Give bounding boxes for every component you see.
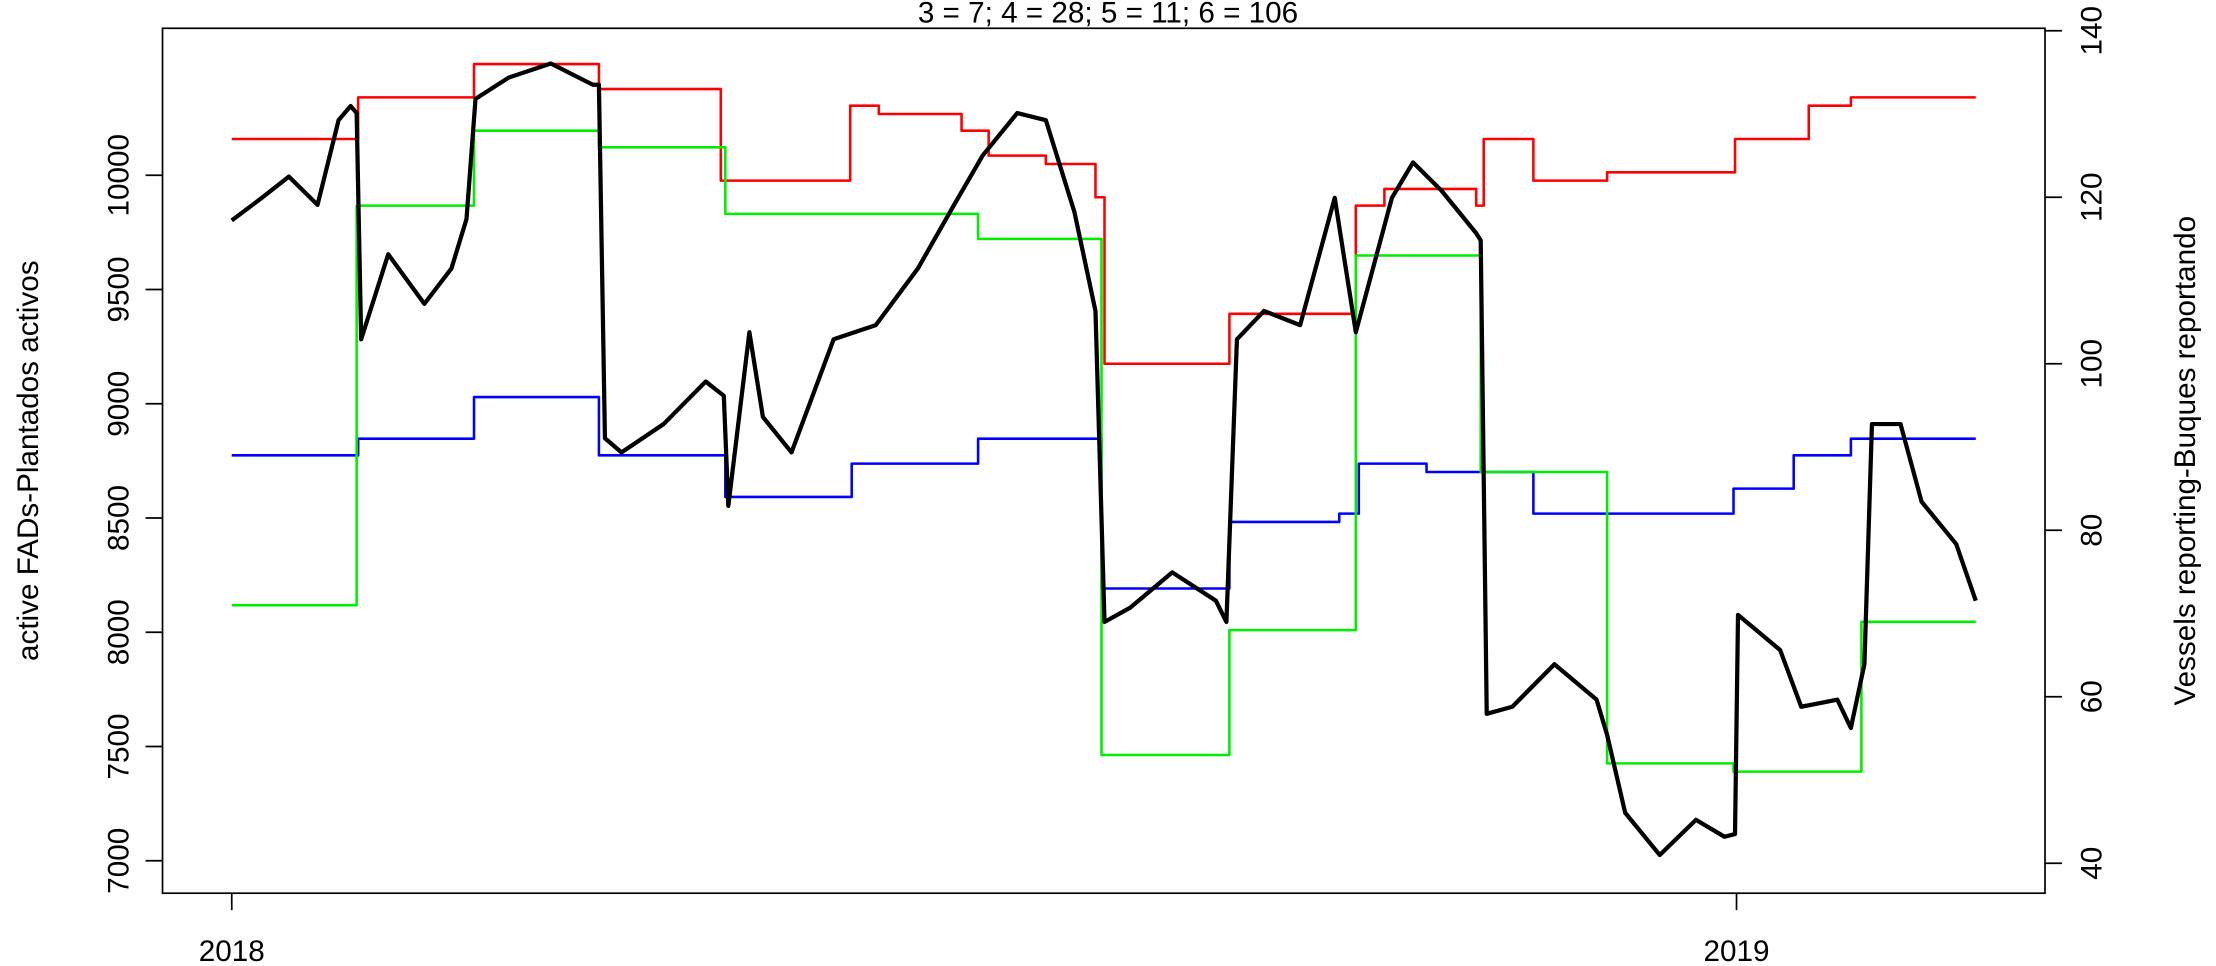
y2-tick-label: 100: [2076, 339, 2109, 388]
y2-axis-label: Vessels reporting-Buques reportando: [2169, 216, 2202, 706]
y2-tick-label: 40: [2076, 847, 2109, 880]
y-tick-label: 7500: [103, 714, 136, 780]
x-tick-label: 2019: [1704, 935, 1770, 966]
plot-frame: [161, 27, 2046, 895]
chart-title: 3 = 7; 4 = 28; 5 = 11; 6 = 106: [918, 0, 1298, 30]
data-line: [230, 61, 1978, 858]
y2-tick-label: 120: [2076, 173, 2109, 222]
x-tick-label: 2018: [199, 935, 265, 966]
y-tick-label: 8500: [103, 485, 136, 551]
y-tick-label: 8000: [103, 599, 136, 665]
y-tick-label: 9500: [103, 256, 136, 322]
y-axis-label: active FADs-Plantados activos: [12, 260, 45, 661]
y2-tick-label: 140: [2076, 6, 2109, 55]
y2-tick-label: 80: [2076, 514, 2109, 547]
y-tick-label: 9000: [103, 371, 136, 437]
y2-tick-label: 60: [2076, 680, 2109, 713]
data-line: [231, 129, 1976, 773]
data-line: [231, 62, 1976, 366]
y-tick-label: 7000: [103, 828, 136, 894]
y-tick-label: 10000: [103, 134, 136, 216]
